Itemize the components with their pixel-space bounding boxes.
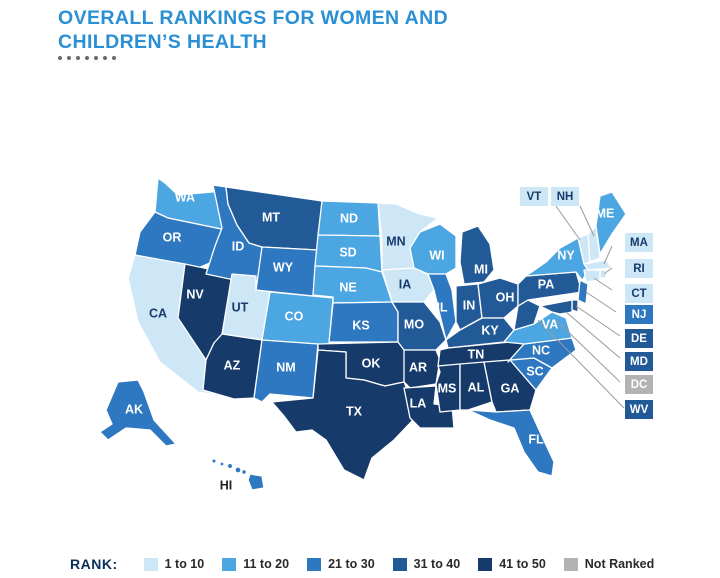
- label-mi: MI: [474, 262, 488, 276]
- state-me[interactable]: [595, 191, 627, 255]
- label-wy: WY: [273, 260, 294, 274]
- label-ne: NE: [339, 280, 356, 294]
- legend-swatch: [222, 557, 237, 571]
- legend-rank-label: RANK:: [70, 556, 118, 572]
- legend-swatch: [307, 557, 322, 571]
- label-sd: SD: [339, 245, 356, 259]
- state-la[interactable]: [403, 385, 455, 429]
- callout-vt[interactable]: VT: [520, 187, 548, 206]
- rank-legend: RANK: 1 to 10 11 to 20 21 to 30 31 to 40…: [70, 556, 672, 572]
- label-tn: TN: [468, 347, 485, 361]
- label-ok: OK: [362, 356, 381, 370]
- label-nm: NM: [276, 360, 295, 374]
- callout-ma[interactable]: MA: [625, 233, 653, 252]
- label-pa: PA: [538, 277, 554, 291]
- label-fl: FL: [528, 432, 544, 446]
- label-ms: MS: [438, 381, 457, 395]
- state-ri[interactable]: [599, 269, 607, 279]
- state-or[interactable]: [134, 211, 227, 269]
- legend-item-11-20: 11 to 20: [222, 557, 289, 571]
- label-il: IL: [436, 300, 447, 314]
- label-ga: GA: [501, 381, 520, 395]
- legend-item-31-40: 31 to 40: [392, 557, 461, 571]
- legend-swatch: [392, 557, 407, 571]
- legend-text: Not Ranked: [584, 557, 655, 571]
- state-de[interactable]: [571, 299, 579, 313]
- title-divider: [58, 56, 116, 60]
- state-ak[interactable]: [99, 379, 177, 447]
- label-or: OR: [163, 230, 182, 244]
- label-sc: SC: [526, 364, 543, 378]
- label-oh: OH: [496, 290, 515, 304]
- label-nv: NV: [186, 287, 204, 301]
- label-ks: KS: [352, 318, 369, 332]
- legend-text: 1 to 10: [164, 557, 205, 571]
- callout-ct[interactable]: CT: [625, 284, 653, 303]
- label-la: LA: [410, 396, 427, 410]
- label-nc: NC: [532, 343, 550, 357]
- label-mo: MO: [404, 317, 424, 331]
- legend-item-41-50: 41 to 50: [478, 557, 546, 571]
- state-wv[interactable]: [513, 299, 541, 331]
- label-ia: IA: [399, 277, 412, 291]
- label-wi: WI: [429, 248, 444, 262]
- legend-item-1-10: 1 to 10: [143, 557, 205, 571]
- legend-swatch: [563, 557, 578, 571]
- state-al[interactable]: [459, 361, 493, 411]
- callout-lines: [537, 205, 625, 409]
- state-md[interactable]: [539, 299, 573, 315]
- callout-nh[interactable]: NH: [551, 187, 579, 206]
- label-id: ID: [232, 239, 245, 253]
- legend-swatch: [478, 557, 493, 571]
- label-mt: MT: [262, 210, 280, 224]
- legend-text: 41 to 50: [499, 557, 546, 571]
- label-mn: MN: [386, 234, 405, 248]
- callout-dc[interactable]: DC: [625, 375, 653, 394]
- label-me: ME: [596, 206, 615, 220]
- state-tx[interactable]: [271, 349, 414, 481]
- label-az: AZ: [224, 358, 241, 372]
- legend-item-21-30: 21 to 30: [307, 557, 375, 571]
- label-ak: AK: [125, 402, 143, 416]
- callout-wv[interactable]: WV: [625, 400, 653, 419]
- legend-text: 31 to 40: [413, 557, 461, 571]
- callout-de[interactable]: DE: [625, 329, 653, 348]
- state-mi[interactable]: [459, 225, 495, 285]
- label-ut: UT: [232, 300, 249, 314]
- state-nj[interactable]: [577, 279, 589, 305]
- label-al: AL: [468, 380, 485, 394]
- label-hi: HI: [220, 478, 233, 492]
- callout-md[interactable]: MD: [625, 352, 653, 371]
- label-in: IN: [463, 298, 476, 312]
- state-fl[interactable]: [467, 409, 555, 477]
- legend-text: 11 to 20: [243, 557, 290, 571]
- label-ny: NY: [557, 248, 575, 262]
- label-va: VA: [542, 317, 558, 331]
- legend-swatch: [143, 557, 158, 571]
- map-title: OVERALL RANKINGS FOR WOMEN AND CHILDREN’…: [58, 7, 449, 53]
- callout-nj[interactable]: NJ: [625, 305, 653, 324]
- label-ar: AR: [409, 360, 427, 374]
- label-wa: WA: [175, 190, 195, 204]
- label-tx: TX: [346, 404, 363, 418]
- legend-item-not-ranked: Not Ranked: [563, 557, 655, 571]
- label-nd: ND: [340, 211, 358, 225]
- legend-text: 21 to 30: [328, 557, 375, 571]
- label-ca: CA: [149, 306, 167, 320]
- state-hi[interactable]: [211, 458, 265, 491]
- label-co: CO: [285, 309, 304, 323]
- callout-ri[interactable]: RI: [625, 259, 653, 278]
- label-ky: KY: [481, 323, 499, 337]
